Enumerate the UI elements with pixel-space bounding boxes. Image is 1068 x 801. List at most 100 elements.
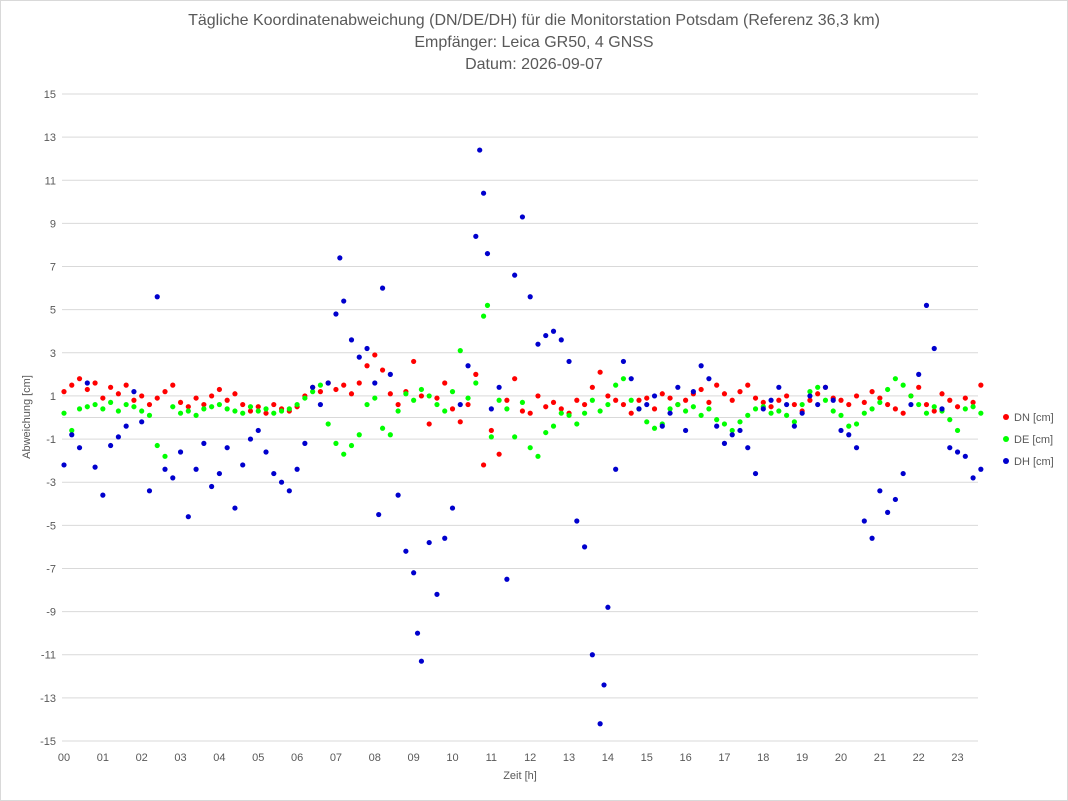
data-point [838,397,844,403]
data-point [931,404,937,410]
data-point [838,412,844,418]
data-point [970,399,976,406]
data-point [170,382,176,388]
data-point [84,380,90,386]
data-point [395,408,401,414]
data-points [61,147,984,727]
x-tick-label: 19 [796,752,808,764]
data-point [768,404,774,410]
data-point [791,423,797,429]
data-point [442,535,448,541]
data-point [302,440,308,446]
legend-marker [1003,458,1009,464]
data-point [605,393,611,399]
data-point [131,397,137,403]
data-point [177,399,184,406]
data-point [69,382,75,388]
data-point [457,419,463,425]
data-point [76,445,83,451]
data-point [449,406,456,412]
data-point [364,401,370,408]
data-point [706,399,712,406]
data-point [784,412,790,418]
data-point [263,410,269,416]
y-tick-label: 7 [50,262,56,274]
data-point [760,406,766,412]
data-point [954,427,961,434]
data-point [566,358,572,365]
data-point [364,345,370,352]
data-point [776,397,782,403]
data-point [185,404,191,410]
data-point [947,445,953,451]
data-point [473,371,479,377]
data-point [807,393,813,399]
data-point [651,393,658,399]
data-point [885,509,891,515]
data-point [916,384,922,390]
data-point [752,406,759,412]
data-point [473,380,479,386]
data-point [504,406,510,412]
data-point [861,399,867,406]
y-tick-label: -15 [40,736,56,748]
data-point [908,393,914,399]
data-point [628,410,634,416]
data-point [644,401,650,408]
data-point [115,391,121,397]
data-point [892,376,898,382]
data-point [519,408,526,414]
data-point [807,389,813,395]
x-tick-label: 22 [913,752,925,764]
data-point [589,397,595,403]
data-point [457,348,463,354]
x-tick-label: 14 [602,752,614,764]
data-point [822,397,829,403]
data-point [201,401,207,408]
data-point [543,332,549,339]
data-point [411,397,417,403]
data-point [916,371,922,377]
data-point [488,434,494,440]
data-point [589,384,595,390]
data-point [317,389,324,395]
data-point [519,214,526,220]
data-point [209,483,215,490]
data-point [348,337,355,343]
data-point [333,440,339,446]
data-point [108,399,114,406]
data-point [100,406,106,412]
data-point [962,453,968,459]
data-point [947,397,953,403]
data-point [877,399,883,406]
data-point [605,604,611,610]
data-point [255,408,261,414]
data-point [784,393,790,399]
data-point [916,401,922,408]
data-point [426,393,432,399]
data-point [729,432,735,438]
data-point [698,386,704,393]
data-point [628,376,634,382]
data-point [480,190,487,196]
data-point [372,352,378,358]
data-point [620,376,627,382]
data-point [574,518,580,524]
data-point [601,682,607,688]
data-point [255,427,261,434]
data-point [457,401,463,408]
y-axis-ticks: 15 13 11 9 7 5 3 1 -1 -3 -5 -7 -9 -11 -13 -15 [40,89,56,748]
x-tick-label: 17 [718,752,730,764]
data-point [356,354,362,360]
data-point [480,313,487,319]
data-point [737,419,743,425]
data-point [271,401,277,408]
data-point [395,401,401,408]
data-point [939,406,945,412]
data-point [776,408,782,414]
data-point [908,401,914,408]
y-tick-label: 3 [50,348,56,360]
data-point [869,389,875,395]
data-point [581,401,588,408]
